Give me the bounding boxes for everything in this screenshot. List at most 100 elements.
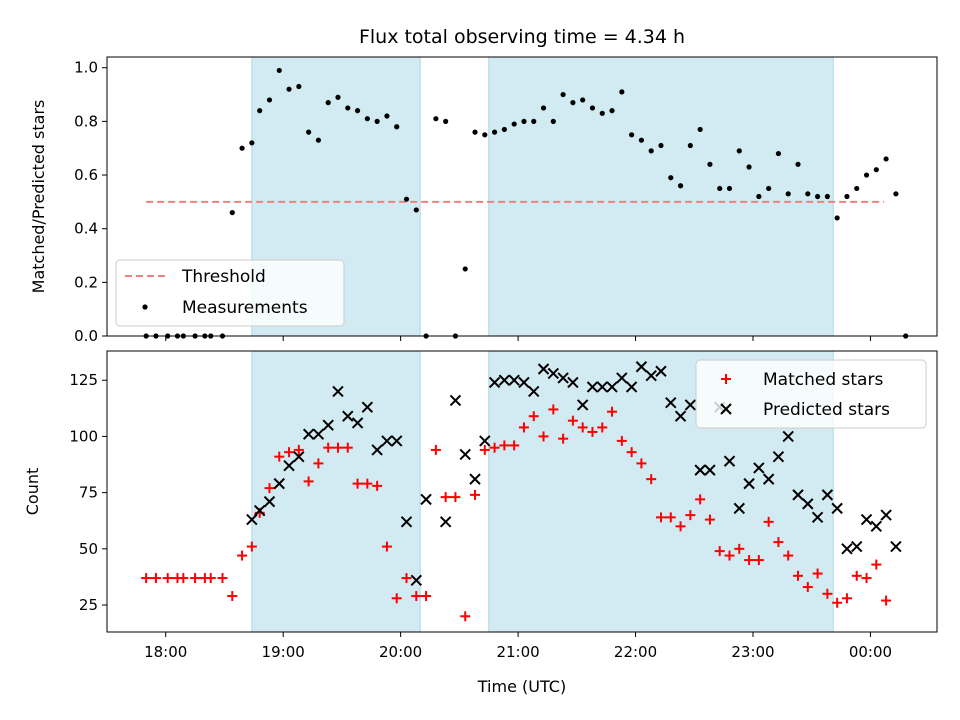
ratio-y-tick-label: 0.4 <box>74 220 98 238</box>
cross-b <box>694 464 706 476</box>
cross-b <box>263 495 276 508</box>
matched-star-point <box>704 514 715 525</box>
predicted-star-point <box>616 372 628 384</box>
cross-b <box>439 516 452 528</box>
predicted-star-point <box>762 473 775 485</box>
measurement-point <box>345 105 351 111</box>
matched-star-point <box>411 591 422 602</box>
matched-star-point <box>190 573 201 584</box>
cross-b <box>469 473 481 485</box>
measurement-point <box>531 118 537 124</box>
cross-b <box>361 401 374 413</box>
predicted-star-point <box>391 435 403 447</box>
cross-b <box>459 448 471 461</box>
measurement-point <box>413 207 419 213</box>
measurement-point <box>433 116 439 122</box>
measurement-point <box>844 193 850 200</box>
matched-star-point <box>372 480 383 491</box>
measurement-point <box>364 116 370 122</box>
count-y-tick-label: 125 <box>69 371 98 389</box>
predicted-star-point <box>293 450 305 463</box>
predicted-star-point <box>381 435 393 447</box>
cross-b <box>322 419 334 431</box>
matched-star-point <box>489 442 500 453</box>
predicted-star-point <box>645 370 657 382</box>
cross-b <box>596 381 608 393</box>
ratio-y-axis-label: Matched/Predicted stars <box>29 100 48 294</box>
legend-measurements-label: Measurements <box>182 298 308 318</box>
measurement-point <box>619 89 625 95</box>
matched-star-point <box>567 415 578 426</box>
matched-star-point <box>812 568 823 579</box>
matched-star-point <box>284 447 295 458</box>
cross-b <box>420 493 432 506</box>
chart-title: Flux total observing time = 4.34 h <box>359 26 685 48</box>
matched-star-point <box>150 573 161 584</box>
cross-b <box>792 489 804 501</box>
matched-star-point <box>607 406 618 417</box>
matched-star-point <box>323 442 334 453</box>
matched-star-point <box>303 476 314 487</box>
predicted-star-point <box>860 513 873 526</box>
predicted-star-point <box>439 516 452 528</box>
ratio-panel-frame <box>106 56 938 337</box>
matched-star-point <box>773 537 784 548</box>
matched-star-point <box>217 573 228 584</box>
measurement-point <box>589 105 596 111</box>
measurement-point <box>873 167 879 173</box>
matched-star-point <box>636 458 647 469</box>
x-tick-label: 20:00 <box>379 643 422 661</box>
predicted-star-point <box>371 444 383 456</box>
ratio-y-tick-label: 0.2 <box>74 273 98 291</box>
predicted-star-point <box>361 401 374 413</box>
measurement-point <box>560 91 566 98</box>
measurement-point <box>766 185 772 192</box>
measurement-point <box>736 148 742 154</box>
predicted-star-point <box>469 473 481 485</box>
matched-star-point <box>479 444 490 455</box>
cross-b <box>547 367 560 380</box>
cross-b <box>246 513 258 526</box>
measurement-point <box>854 185 860 192</box>
measurement-point <box>834 215 840 221</box>
matched-star-point <box>665 512 676 523</box>
cross-b <box>410 574 422 587</box>
cross-b <box>508 374 520 386</box>
matched-star-point <box>381 541 392 552</box>
matched-stars-points <box>141 404 892 622</box>
matched-star-point <box>430 444 441 455</box>
matched-star-point <box>421 591 432 602</box>
measurement-point <box>239 145 245 151</box>
matched-star-point <box>528 411 539 422</box>
predicted-star-point <box>596 381 608 393</box>
measurement-point <box>443 118 449 124</box>
matched-star-point <box>499 440 510 451</box>
predicted-star-point <box>351 417 364 429</box>
count-y-tick-label: 25 <box>79 596 98 614</box>
measurement-point <box>482 132 488 138</box>
matched-star-point <box>832 597 843 608</box>
measurement-point <box>717 185 723 192</box>
predicted-star-point <box>802 498 814 510</box>
count-panel: 25 50 75 100 125 18:00 19:00 20:00 21:00 22:00 23:… <box>23 350 938 696</box>
matched-star-point <box>227 591 238 602</box>
predicted-star-point <box>625 381 638 393</box>
cross-b <box>655 365 667 377</box>
measurement-point <box>354 108 361 114</box>
x-tick-label: 22:00 <box>614 643 657 661</box>
matched-star-point <box>205 573 216 584</box>
cross-b <box>449 394 462 407</box>
measurement-point <box>462 266 468 272</box>
predicted-star-point <box>273 477 285 490</box>
predicted-star-point <box>322 419 334 431</box>
matched-star-point <box>616 435 627 446</box>
cross-b <box>704 464 716 476</box>
ratio-y-tick-label: 0.8 <box>74 112 98 130</box>
measurement-point <box>687 142 693 149</box>
cross-b <box>860 513 873 526</box>
cross-b <box>851 540 863 553</box>
matched-star-point <box>332 442 343 453</box>
ratio-legend: Threshold Measurements <box>115 259 345 327</box>
cross-b <box>753 462 765 474</box>
measurement-point <box>785 191 791 197</box>
